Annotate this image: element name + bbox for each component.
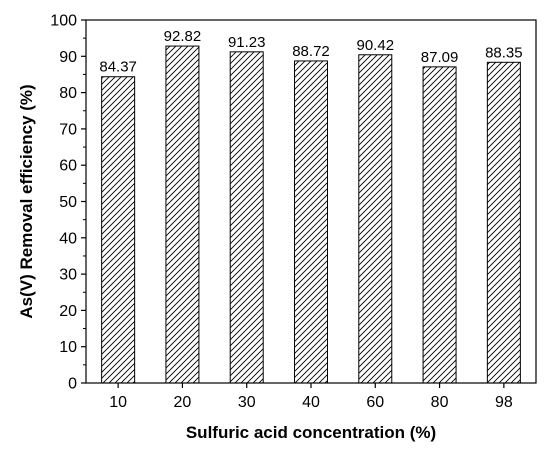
bar-80 — [422, 66, 457, 384]
x-tick-label-80: 80 — [431, 394, 449, 411]
y-tick-label-80: 80 — [59, 85, 77, 102]
x-axis-ticks: 10 20 30 40 60 80 98 — [109, 383, 513, 411]
y-axis-ticks: 0 10 20 30 40 50 60 70 80 90 100 — [50, 13, 86, 393]
y-tick-label-100: 100 — [50, 13, 77, 30]
y-tick-label-50: 50 — [59, 194, 77, 211]
bar-10 — [101, 76, 136, 384]
data-label-80: 87.09 — [421, 49, 459, 66]
x-tick-label-30: 30 — [238, 394, 256, 411]
y-tick-label-30: 30 — [59, 267, 77, 284]
y-tick-label-90: 90 — [59, 49, 77, 66]
x-tick-label-10: 10 — [109, 394, 127, 411]
y-tick-label-70: 70 — [59, 121, 77, 138]
x-tick-label-98: 98 — [495, 394, 513, 411]
data-label-30: 91.23 — [228, 34, 266, 51]
y-tick-label-20: 20 — [59, 303, 77, 320]
data-labels-group: 84.37 92.82 91.23 88.72 90.42 87.09 88.35 — [99, 28, 522, 76]
bar-60 — [358, 54, 393, 384]
x-axis-title: Sulfuric acid concentration (%) — [186, 423, 436, 442]
y-axis-title: As(V) Removal efficiency (%) — [17, 84, 36, 318]
bar-20 — [165, 45, 200, 384]
x-tick-label-60: 60 — [366, 394, 384, 411]
bar-40 — [294, 60, 328, 384]
x-tick-label-40: 40 — [302, 394, 320, 411]
data-label-40: 88.72 — [292, 43, 330, 60]
y-tick-label-0: 0 — [68, 376, 77, 393]
bar-30 — [229, 51, 264, 384]
bar-98 — [486, 61, 521, 384]
y-tick-label-10: 10 — [59, 339, 77, 356]
data-label-20: 92.82 — [164, 28, 202, 45]
y-tick-label-40: 40 — [59, 230, 77, 247]
bars-group — [101, 45, 521, 384]
y-tick-label-60: 60 — [59, 158, 77, 175]
data-label-10: 84.37 — [99, 59, 137, 76]
x-tick-label-20: 20 — [174, 394, 192, 411]
data-label-60: 90.42 — [357, 37, 395, 54]
data-label-98: 88.35 — [485, 44, 523, 61]
